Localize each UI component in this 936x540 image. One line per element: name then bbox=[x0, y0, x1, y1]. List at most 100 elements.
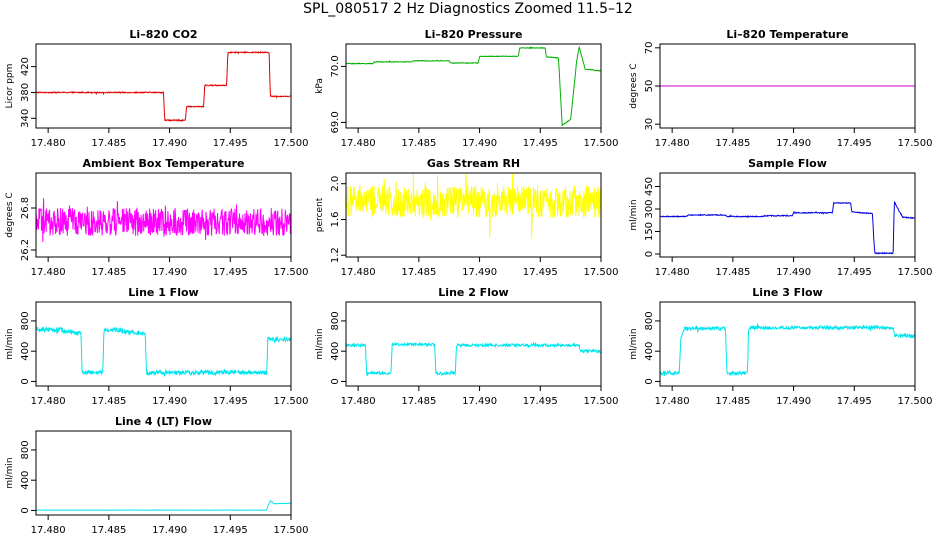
plot-frame bbox=[35, 43, 292, 129]
x-tick-label: 17.490 bbox=[776, 138, 811, 149]
y-axis-label: ml/min bbox=[629, 328, 639, 359]
chart-panel-5: Gas Stream RH 17.480 17.485 17.490 17.495 17.… bbox=[315, 157, 619, 278]
x-tick-label: 17.495 bbox=[213, 525, 248, 536]
x-tick-label: 17.500 bbox=[274, 138, 309, 149]
y-tick-label: 400 bbox=[20, 471, 31, 490]
y-tick-label: 800 bbox=[20, 440, 31, 459]
chart-panel-2: Li–820 Pressure 17.480 17.485 17.490 17.495 1… bbox=[315, 28, 619, 149]
x-tick-label: 17.490 bbox=[152, 138, 187, 149]
data-series bbox=[660, 201, 915, 255]
panel-title: Li–820 CO2 bbox=[129, 28, 197, 41]
x-tick-label: 17.500 bbox=[898, 138, 933, 149]
x-tick-label: 17.500 bbox=[274, 396, 309, 407]
chart-panel-4: Ambient Box Temperature 17.480 17.485 17.49… bbox=[5, 157, 309, 278]
x-tick-label: 17.500 bbox=[898, 396, 933, 407]
y-tick-label: 800 bbox=[20, 311, 31, 330]
x-tick-label: 17.485 bbox=[715, 396, 750, 407]
plot-frame bbox=[345, 43, 602, 129]
x-tick-label: 17.495 bbox=[523, 396, 558, 407]
y-tick-label: 300 bbox=[644, 199, 655, 218]
data-series bbox=[36, 499, 291, 512]
panel-title: Line 3 Flow bbox=[752, 286, 822, 299]
panel-title: Li–820 Temperature bbox=[726, 28, 848, 41]
y-axis-label: percent bbox=[315, 197, 325, 232]
x-tick-label: 17.485 bbox=[91, 396, 126, 407]
y-tick-label: 26.2 bbox=[20, 239, 31, 261]
y-tick-label: 400 bbox=[20, 342, 31, 361]
plot-frame bbox=[35, 430, 292, 516]
chart-panel-1: Li–820 CO2 17.480 17.485 17.490 17.495 17.500… bbox=[5, 28, 309, 149]
y-axis-label: degrees C bbox=[629, 63, 639, 108]
data-series bbox=[346, 45, 601, 127]
y-tick-label: 800 bbox=[644, 311, 655, 330]
x-tick-label: 17.500 bbox=[584, 267, 619, 278]
x-tick-label: 17.485 bbox=[401, 396, 436, 407]
x-tick-label: 17.495 bbox=[523, 267, 558, 278]
y-tick-label: 0 bbox=[644, 251, 655, 257]
y-axis-label: Licor ppm bbox=[5, 64, 15, 109]
y-tick-label: 150 bbox=[644, 222, 655, 241]
data-series bbox=[36, 326, 291, 377]
plot-frame bbox=[659, 172, 916, 258]
x-tick-label: 17.495 bbox=[213, 396, 248, 407]
x-tick-label: 17.490 bbox=[152, 267, 187, 278]
y-tick-label: 50 bbox=[644, 80, 655, 93]
x-tick-label: 17.495 bbox=[837, 267, 872, 278]
panel-title: Gas Stream RH bbox=[427, 157, 520, 170]
y-tick-label: 450 bbox=[644, 177, 655, 196]
y-tick-label: 400 bbox=[330, 342, 341, 361]
x-tick-label: 17.480 bbox=[31, 267, 66, 278]
y-tick-label: 0 bbox=[330, 378, 341, 384]
panel-title: Ambient Box Temperature bbox=[83, 157, 245, 170]
x-tick-label: 17.490 bbox=[776, 267, 811, 278]
chart-panel-10: Line 4 (LT) Flow 17.480 17.485 17.490 17.495… bbox=[5, 415, 309, 536]
y-tick-label: 70 bbox=[644, 41, 655, 54]
x-tick-label: 17.490 bbox=[152, 396, 187, 407]
panel-title: Line 1 Flow bbox=[128, 286, 198, 299]
y-tick-label: 2.0 bbox=[330, 176, 341, 192]
chart-panel-6: Sample Flow 17.480 17.485 17.490 17.495 17.50… bbox=[629, 157, 933, 278]
x-tick-label: 17.490 bbox=[152, 525, 187, 536]
data-series bbox=[660, 323, 915, 377]
plot-frame bbox=[35, 172, 292, 258]
chart-panel-9: Line 3 Flow 17.480 17.485 17.490 17.495 17.50… bbox=[629, 286, 933, 407]
y-axis-label: ml/min bbox=[629, 199, 639, 230]
plot-frame bbox=[659, 301, 916, 387]
plot-frame bbox=[35, 301, 292, 387]
y-axis-label: ml/min bbox=[5, 328, 15, 359]
x-tick-label: 17.485 bbox=[401, 138, 436, 149]
x-tick-label: 17.500 bbox=[584, 396, 619, 407]
x-tick-label: 17.500 bbox=[274, 525, 309, 536]
y-tick-label: 1.2 bbox=[330, 247, 341, 263]
y-axis-label: ml/min bbox=[315, 328, 325, 359]
x-tick-label: 17.480 bbox=[655, 267, 690, 278]
y-tick-label: 0 bbox=[644, 378, 655, 384]
x-tick-label: 17.500 bbox=[274, 267, 309, 278]
y-tick-label: 380 bbox=[20, 83, 31, 102]
y-axis-label: ml/min bbox=[5, 457, 15, 488]
x-tick-label: 17.485 bbox=[715, 267, 750, 278]
x-tick-label: 17.485 bbox=[91, 138, 126, 149]
x-tick-label: 17.495 bbox=[837, 138, 872, 149]
panel-title: Line 2 Flow bbox=[438, 286, 508, 299]
x-tick-label: 17.480 bbox=[31, 138, 66, 149]
y-tick-label: 26.8 bbox=[20, 197, 31, 219]
x-tick-label: 17.490 bbox=[776, 396, 811, 407]
chart-panel-3: Li–820 Temperature 17.480 17.485 17.490 17.4… bbox=[629, 28, 933, 149]
y-tick-label: 1.6 bbox=[330, 212, 341, 228]
y-axis-label: kPa bbox=[315, 78, 325, 94]
x-tick-label: 17.480 bbox=[341, 267, 376, 278]
x-tick-label: 17.495 bbox=[213, 267, 248, 278]
x-tick-label: 17.485 bbox=[91, 267, 126, 278]
x-tick-label: 17.480 bbox=[655, 396, 690, 407]
y-tick-label: 30 bbox=[644, 118, 655, 131]
x-tick-label: 17.500 bbox=[584, 138, 619, 149]
plot-frame bbox=[345, 301, 602, 387]
data-series bbox=[36, 198, 291, 243]
y-tick-label: 0 bbox=[20, 378, 31, 384]
data-series bbox=[346, 341, 601, 377]
x-tick-label: 17.490 bbox=[462, 267, 497, 278]
y-axis-label: degrees C bbox=[5, 192, 15, 237]
